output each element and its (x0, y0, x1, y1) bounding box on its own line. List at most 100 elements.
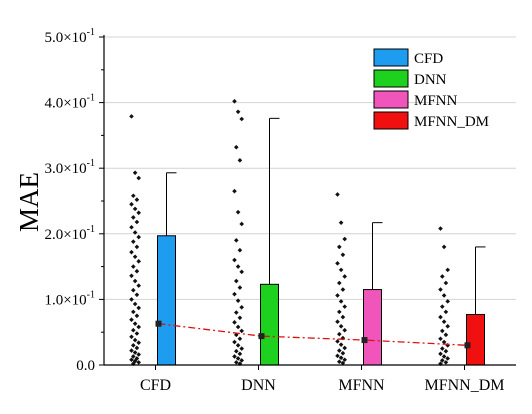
scatter-point (237, 336, 243, 342)
scatter-point (134, 197, 140, 202)
scatter-point (131, 361, 136, 366)
scatter-point (232, 257, 237, 263)
scatter-point (338, 267, 344, 273)
scatter-point (235, 264, 241, 269)
scatter-point (232, 188, 237, 194)
scatter-point (132, 254, 138, 260)
scatter-point (338, 342, 344, 347)
y-tick-label: 2.0×10-1 (44, 224, 95, 243)
scatter-point (134, 331, 140, 336)
scatter-point (234, 278, 239, 284)
scatter-point (440, 274, 445, 279)
scatter-point (136, 283, 141, 288)
scatter-point (131, 239, 136, 244)
scatter-point (235, 343, 241, 348)
scatter-point (134, 219, 140, 225)
median-marker (155, 320, 162, 327)
y-tick-label: 4.0×10-1 (44, 93, 95, 112)
scatter-point (342, 345, 347, 351)
legend-label: CFD (414, 51, 443, 67)
scatter-point (136, 259, 141, 264)
scatter-point (234, 332, 239, 338)
scatter-point (136, 340, 141, 345)
legend-label: MFNN (414, 93, 458, 109)
scatter-point (440, 358, 445, 363)
scatter-point (129, 334, 134, 340)
scatter-point (445, 343, 450, 348)
scatter-point (338, 220, 344, 225)
scatter-point (131, 193, 136, 199)
scatter-point (136, 352, 141, 357)
scatter-point (438, 361, 443, 366)
x-tick-labels: CFD DNN MFNN MFNN_DM (140, 377, 505, 394)
scatter-point (136, 305, 141, 311)
legend-label: MFNN_DM (414, 114, 489, 130)
scatter-point (134, 313, 140, 319)
scatter-point (237, 351, 243, 357)
scatter-point (131, 264, 136, 269)
scatter-point (340, 360, 346, 366)
y-tick-labels: 0.0 1.0×10-1 2.0×10-1 3.0×10-1 4.0×10-1 5.0×1… (44, 27, 95, 374)
scatter-point (235, 109, 241, 115)
scatter-point (340, 314, 346, 320)
scatter-point (440, 328, 445, 334)
scatter-point (234, 238, 239, 243)
scatter-point (237, 158, 243, 163)
x-tick-label: MFNN (338, 377, 385, 394)
scatter-point (337, 280, 342, 286)
legend-swatch (373, 69, 409, 88)
scatter-point (335, 261, 340, 266)
scatter-point (232, 320, 237, 325)
bar-mfnn (363, 289, 382, 366)
scatter-point (342, 304, 347, 309)
scatter-point (234, 360, 239, 365)
scatter-point (129, 201, 134, 207)
x-tick-label: MFNN_DM (424, 377, 504, 394)
y-tick-label: 1.0×10-1 (44, 289, 95, 308)
scatter-point (335, 192, 340, 197)
scatter-point (337, 359, 342, 365)
scatter-point (131, 215, 136, 220)
scatter-point (237, 361, 243, 366)
scatter-point (232, 291, 237, 297)
scatter-point (129, 114, 134, 119)
scatter-point (136, 175, 141, 181)
legend-swatch (373, 111, 409, 130)
bar-dnn (260, 283, 279, 366)
scatter-point (335, 339, 340, 344)
scatter-point (134, 268, 140, 274)
scatter-point (131, 309, 136, 315)
scatter-point (132, 350, 138, 355)
scatter-point (237, 315, 243, 321)
scatter-point (237, 285, 243, 290)
scatter-point (134, 244, 140, 250)
median-marker (361, 337, 368, 344)
scatter-point (129, 348, 134, 353)
scatter-point (337, 244, 342, 250)
scatter-point (136, 324, 141, 330)
scatter-point (132, 278, 138, 284)
bars (157, 235, 485, 366)
scatter-point (129, 357, 134, 363)
scatter-point (340, 252, 346, 258)
y-tick-label: 3.0×10-1 (44, 158, 95, 177)
scatter-point (134, 345, 140, 351)
scatter-point (443, 360, 449, 365)
scatter-point (445, 299, 450, 304)
scatter-point (234, 144, 239, 150)
scatter-point (239, 221, 244, 227)
scatter-point (132, 301, 138, 307)
scatter-point (129, 249, 134, 255)
bar-mfnn_dm (466, 313, 485, 366)
scatter-point (440, 304, 445, 309)
y-tick-label: 0.0 (76, 358, 95, 374)
scatter-point (132, 358, 138, 364)
scatter-point (239, 358, 244, 363)
scatter-point (132, 337, 138, 343)
scatter-point (136, 210, 141, 216)
scatter-point (234, 348, 239, 354)
scatter-point (132, 321, 138, 326)
x-tick-label: DNN (241, 377, 276, 394)
scatter-point (134, 292, 140, 298)
